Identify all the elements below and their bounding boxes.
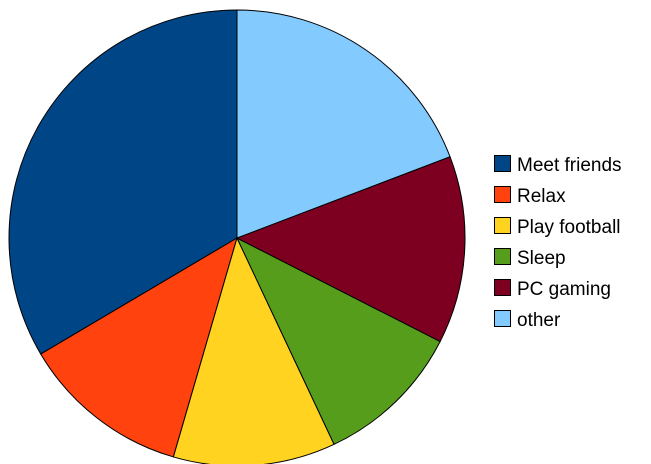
legend-swatch [494,155,511,172]
legend-item-other: other [494,307,649,334]
legend-label: Play football [517,217,621,238]
legend-item-meet-friends: Meet friends [494,152,649,179]
pie-slice-other [236,9,451,239]
legend-label: other [517,310,561,331]
pie-svg [8,9,466,464]
legend: Meet friends Relax Play football Sleep PC ga… [494,152,649,338]
legend-label: Sleep [517,248,566,269]
pie-slice-meet-friends [8,9,238,355]
pie-slice-sleep [235,236,441,445]
pie-slices [8,9,466,464]
legend-item-sleep: Sleep [494,245,649,272]
legend-item-play-football: Play football [494,214,649,241]
legend-swatch [494,248,511,265]
legend-item-pc-gaming: PC gaming [494,276,649,303]
legend-label: Relax [517,186,566,207]
legend-label: Meet friends [517,155,622,176]
pie-slice-play-football [172,236,335,464]
pie-slice-relax [40,236,238,458]
pie-slice-pc-gaming [235,156,466,343]
legend-swatch [494,217,511,234]
legend-swatch [494,279,511,296]
legend-item-relax: Relax [494,183,649,210]
legend-label: PC gaming [517,279,611,300]
legend-swatch [494,186,511,203]
legend-swatch [494,310,511,327]
